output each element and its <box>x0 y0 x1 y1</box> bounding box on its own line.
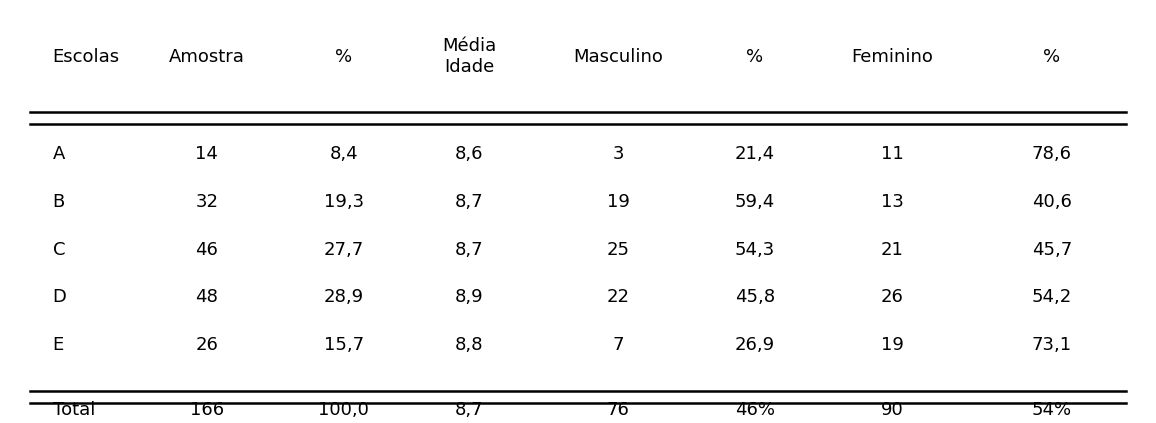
Text: %: % <box>335 48 353 66</box>
Text: 8,6: 8,6 <box>455 145 483 163</box>
Text: 28,9: 28,9 <box>324 288 364 306</box>
Text: 46: 46 <box>195 241 218 258</box>
Text: 15,7: 15,7 <box>324 336 364 354</box>
Text: Feminino: Feminino <box>851 48 933 66</box>
Text: 8,8: 8,8 <box>455 336 483 354</box>
Text: 25: 25 <box>607 241 630 258</box>
Text: Amostra: Amostra <box>169 48 245 66</box>
Text: B: B <box>53 193 65 211</box>
Text: 46%: 46% <box>735 401 775 419</box>
Text: C: C <box>53 241 65 258</box>
Text: 8,7: 8,7 <box>455 401 484 419</box>
Text: 45,8: 45,8 <box>735 288 775 306</box>
Text: 166: 166 <box>190 401 224 419</box>
Text: 19: 19 <box>607 193 629 211</box>
Text: Média
Idade: Média Idade <box>443 37 497 76</box>
Text: 76: 76 <box>607 401 629 419</box>
Text: 32: 32 <box>195 193 218 211</box>
Text: 26: 26 <box>881 288 904 306</box>
Text: 48: 48 <box>195 288 218 306</box>
Text: 8,7: 8,7 <box>455 193 484 211</box>
Text: 19,3: 19,3 <box>324 193 364 211</box>
Text: Masculino: Masculino <box>573 48 662 66</box>
Text: 8,4: 8,4 <box>329 145 358 163</box>
Text: %: % <box>1044 48 1060 66</box>
Text: 8,7: 8,7 <box>455 241 484 258</box>
Text: Total: Total <box>53 401 95 419</box>
Text: 54,2: 54,2 <box>1032 288 1072 306</box>
Text: 19: 19 <box>881 336 904 354</box>
Text: 11: 11 <box>881 145 904 163</box>
Text: 27,7: 27,7 <box>324 241 364 258</box>
Text: 26: 26 <box>195 336 218 354</box>
Text: 3: 3 <box>613 145 624 163</box>
Text: 8,9: 8,9 <box>455 288 484 306</box>
Text: 14: 14 <box>195 145 218 163</box>
Text: 78,6: 78,6 <box>1032 145 1072 163</box>
Text: A: A <box>53 145 65 163</box>
Text: 21: 21 <box>881 241 904 258</box>
Text: 26,9: 26,9 <box>735 336 775 354</box>
Text: 21,4: 21,4 <box>735 145 775 163</box>
Text: 7: 7 <box>613 336 624 354</box>
Text: 59,4: 59,4 <box>735 193 776 211</box>
Text: 13: 13 <box>881 193 904 211</box>
Text: 100,0: 100,0 <box>318 401 369 419</box>
Text: 90: 90 <box>881 401 904 419</box>
Text: D: D <box>53 288 67 306</box>
Text: 40,6: 40,6 <box>1032 193 1072 211</box>
Text: %: % <box>747 48 764 66</box>
Text: 54,3: 54,3 <box>735 241 776 258</box>
Text: 73,1: 73,1 <box>1032 336 1072 354</box>
Text: 22: 22 <box>607 288 630 306</box>
Text: Escolas: Escolas <box>53 48 120 66</box>
Text: 45,7: 45,7 <box>1032 241 1072 258</box>
Text: E: E <box>53 336 64 354</box>
Text: 54%: 54% <box>1032 401 1072 419</box>
